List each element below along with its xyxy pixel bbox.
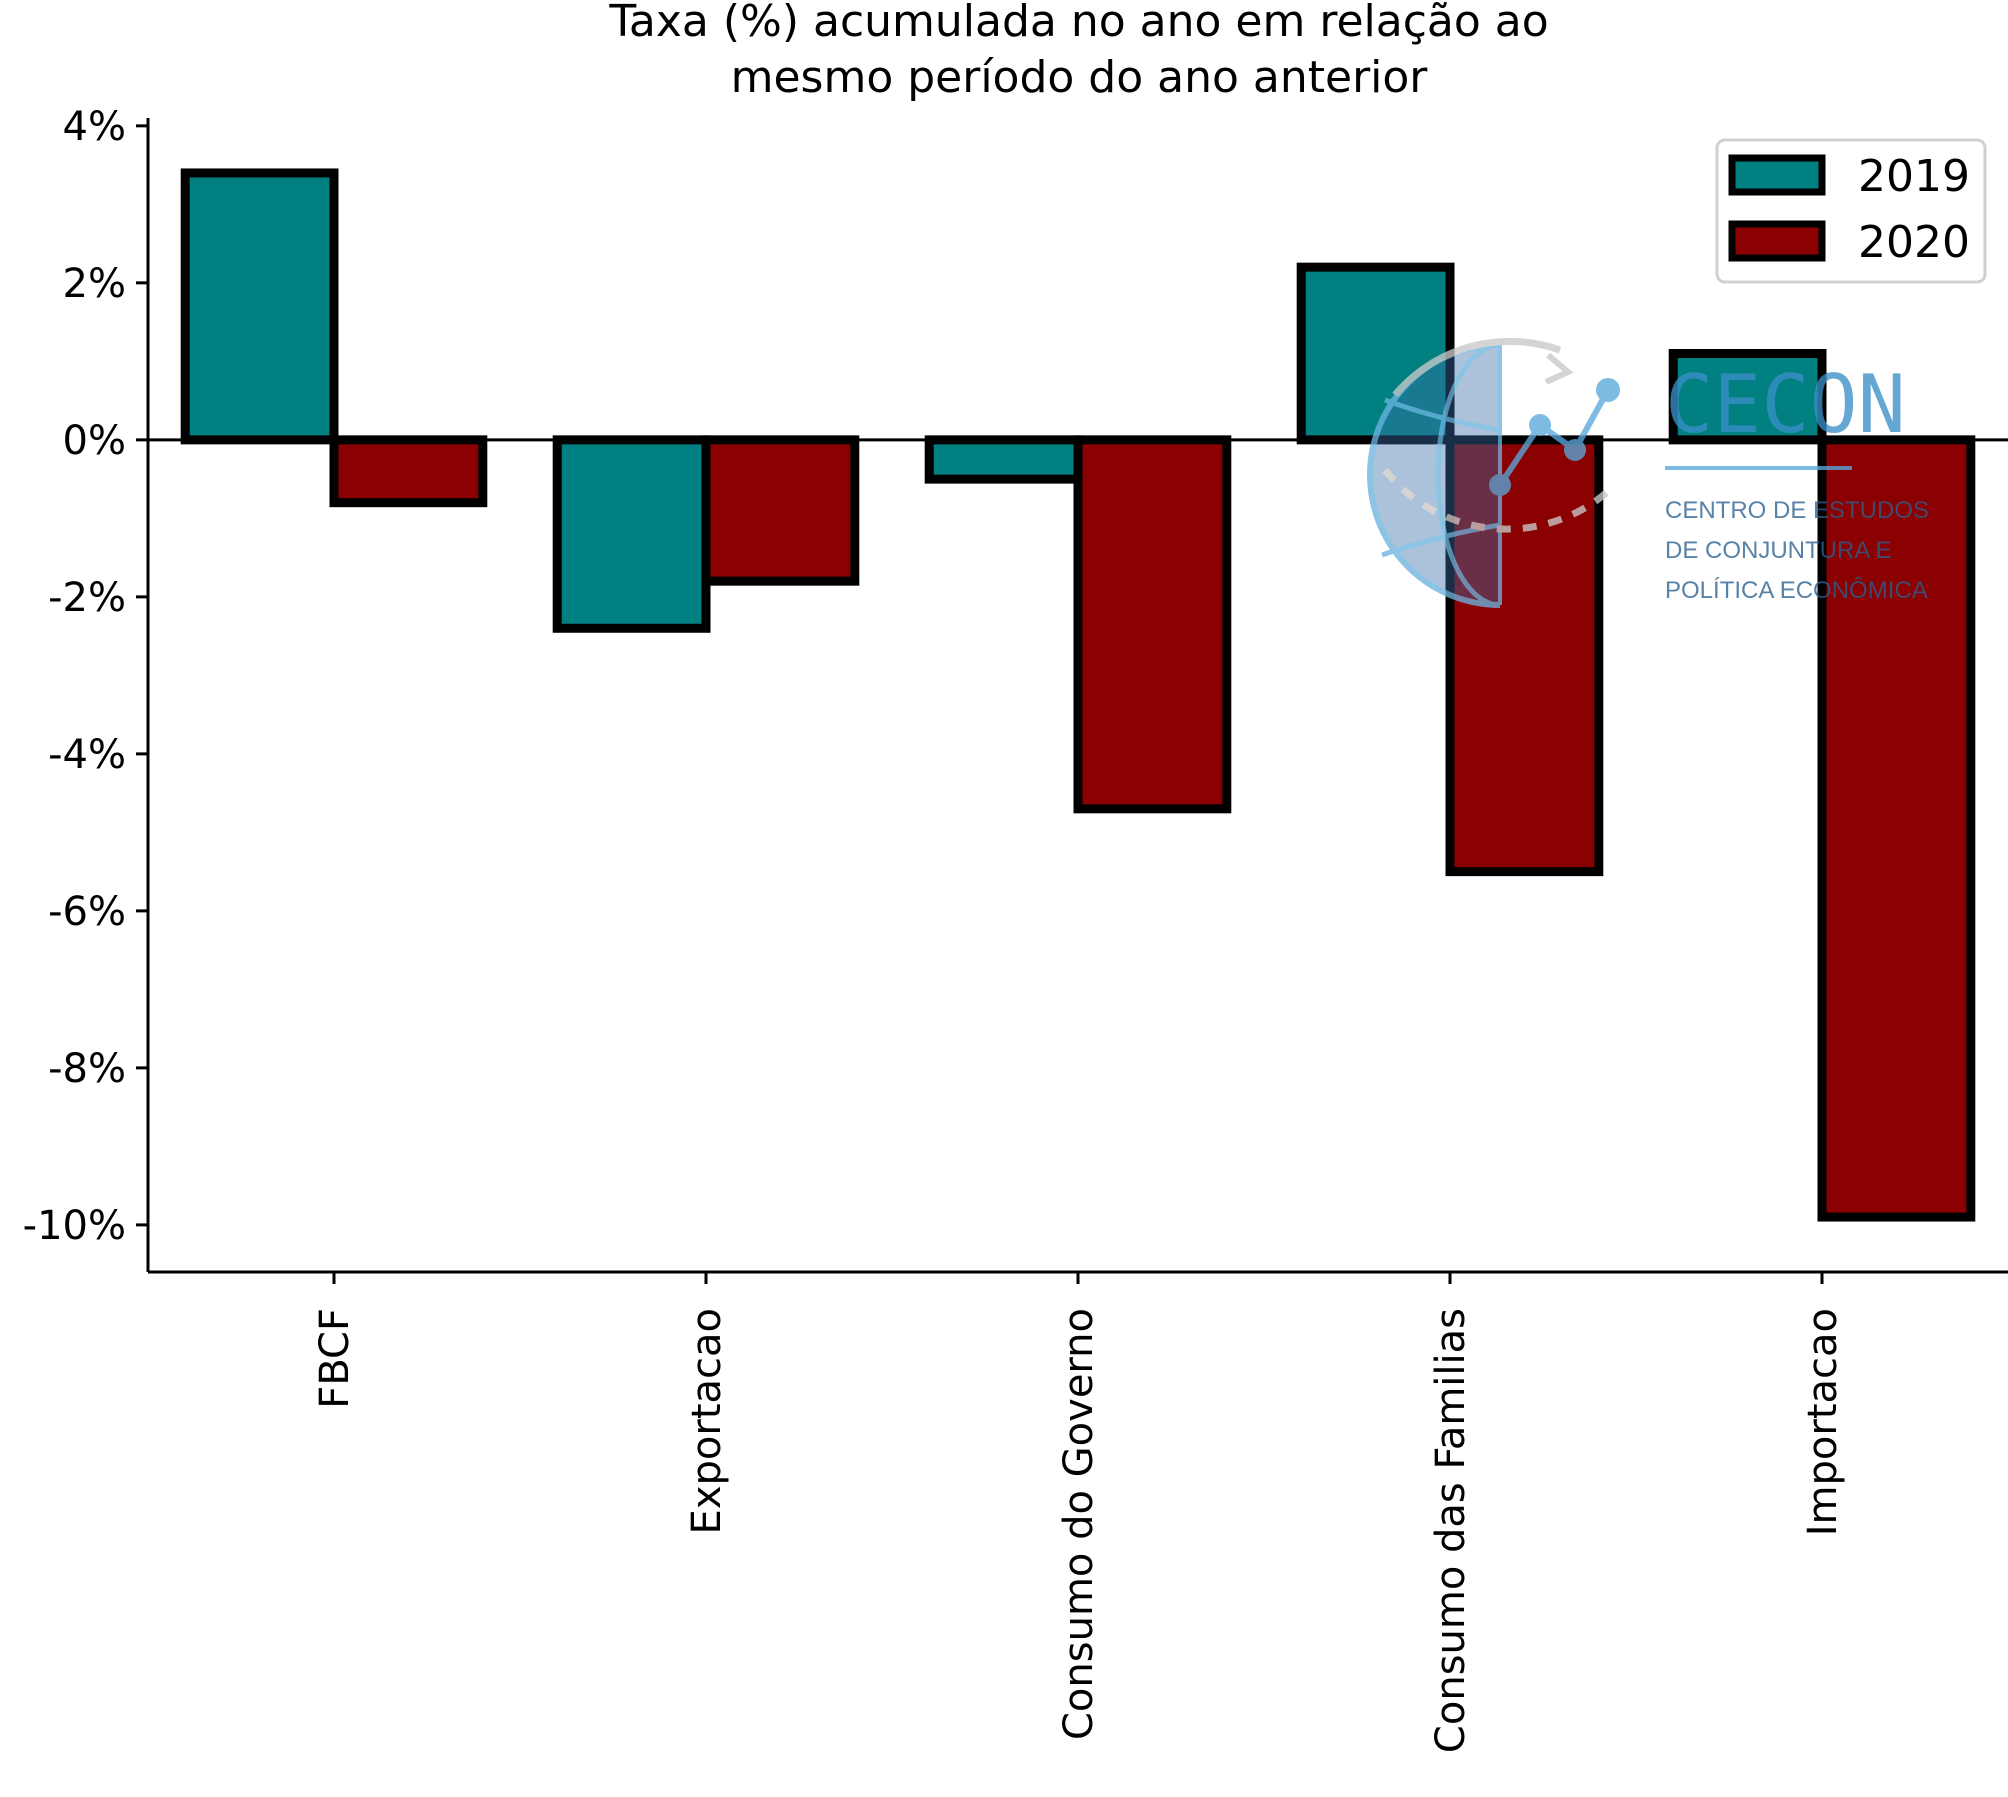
cecon-watermark: CECON CENTRO DE ESTUDOS DE CONJUNTURA E … bbox=[1367, 337, 1929, 608]
watermark-brand: CECON bbox=[1665, 358, 1906, 451]
chart-title-line-2: mesmo período do ano anterior bbox=[731, 52, 1429, 103]
legend-label-2019: 2019 bbox=[1858, 151, 1970, 202]
y-tick-label: 0% bbox=[63, 418, 126, 464]
legend-label-2020: 2020 bbox=[1858, 217, 1970, 268]
x-tick-label: Consumo do Governo bbox=[1056, 1308, 1102, 1740]
x-tick-label: FBCF bbox=[312, 1308, 358, 1409]
bar-2020-fbcf bbox=[329, 435, 488, 508]
bar-2019-consumo-do-governo bbox=[924, 435, 1083, 484]
bars-layer bbox=[180, 168, 1976, 1222]
y-tick-label: -2% bbox=[48, 575, 126, 621]
bar-2020-importacao bbox=[1817, 435, 1976, 1222]
y-tick-label: -4% bbox=[48, 732, 126, 778]
globe-logo-icon bbox=[1367, 337, 1620, 608]
y-tick-label: -10% bbox=[23, 1203, 126, 1249]
y-tick-label: -6% bbox=[48, 889, 126, 935]
y-tick-label: 2% bbox=[63, 261, 126, 307]
bar-2020-exportacao bbox=[701, 435, 860, 586]
watermark-line-3: POLÍTICA ECONÔMICA bbox=[1665, 576, 1928, 604]
chart-title-line-1: Taxa (%) acumulada no ano em relação ao bbox=[608, 0, 1548, 47]
axes-layer: 4% 2% 0% -2% -4% -6% -8% -10% FBCF Exportacao Cons… bbox=[23, 104, 2008, 1753]
y-tick-label: 4% bbox=[63, 104, 126, 150]
legend-swatch-2019 bbox=[1728, 154, 1826, 196]
legend: 2019 2020 bbox=[1715, 138, 1987, 284]
bar-2019-fbcf bbox=[180, 168, 339, 445]
bar-2019-exportacao bbox=[552, 435, 711, 633]
x-tick-label: Importacao bbox=[1800, 1308, 1846, 1536]
watermark-line-1: CENTRO DE ESTUDOS bbox=[1665, 497, 1929, 524]
watermark-line-2: DE CONJUNTURA E bbox=[1665, 537, 1892, 564]
legend-swatch-2020 bbox=[1728, 220, 1826, 262]
x-tick-label: Consumo das Familias bbox=[1428, 1308, 1474, 1753]
x-tick-label: Exportacao bbox=[684, 1308, 730, 1534]
bar-2020-consumo-do-governo bbox=[1073, 435, 1232, 814]
y-tick-label: -8% bbox=[48, 1046, 126, 1092]
